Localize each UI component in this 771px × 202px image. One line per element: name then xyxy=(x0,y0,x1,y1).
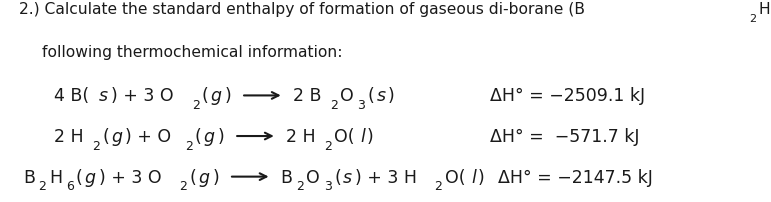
Text: (: ( xyxy=(76,168,82,186)
Text: g: g xyxy=(204,127,214,145)
Text: ): ) xyxy=(218,127,224,145)
Text: ): ) xyxy=(225,87,231,105)
Text: 2: 2 xyxy=(93,139,100,152)
Text: 2: 2 xyxy=(192,99,200,112)
Text: s: s xyxy=(343,168,352,186)
Text: 2 B: 2 B xyxy=(293,87,322,105)
Text: ΔH° = −2147.5 kJ: ΔH° = −2147.5 kJ xyxy=(498,168,652,186)
Text: (: ( xyxy=(368,87,375,105)
Text: 2: 2 xyxy=(185,139,193,152)
Text: O(: O( xyxy=(445,168,465,186)
Text: g: g xyxy=(111,127,122,145)
Text: 6: 6 xyxy=(66,180,73,193)
Text: 2: 2 xyxy=(330,99,338,112)
Text: B: B xyxy=(23,168,35,186)
Text: ): ) xyxy=(477,168,484,186)
Text: g: g xyxy=(198,168,210,186)
Text: s: s xyxy=(99,87,108,105)
Text: following thermochemical information:: following thermochemical information: xyxy=(42,45,343,60)
Text: ): ) xyxy=(367,127,374,145)
Text: ΔH° = −2509.1 kJ: ΔH° = −2509.1 kJ xyxy=(490,87,645,105)
Text: 3: 3 xyxy=(358,99,365,112)
Text: 2: 2 xyxy=(296,180,304,193)
Text: O: O xyxy=(306,168,320,186)
Text: (: ( xyxy=(195,127,202,145)
Text: (: ( xyxy=(190,168,197,186)
Text: 3: 3 xyxy=(324,180,332,193)
Text: 2: 2 xyxy=(324,139,332,152)
Text: (: ( xyxy=(202,87,209,105)
Text: ΔH° =  −571.7 kJ: ΔH° = −571.7 kJ xyxy=(490,127,639,145)
Text: 2 H: 2 H xyxy=(286,127,315,145)
Text: 2 H: 2 H xyxy=(54,127,83,145)
Text: ): ) xyxy=(213,168,220,186)
Text: ): ) xyxy=(388,87,395,105)
Text: H: H xyxy=(49,168,62,186)
Text: B: B xyxy=(281,168,293,186)
Text: ) + 3 O: ) + 3 O xyxy=(99,168,161,186)
Text: g: g xyxy=(210,87,221,105)
Text: 2.) Calculate the standard enthalpy of formation of gaseous di-borane (B: 2.) Calculate the standard enthalpy of f… xyxy=(19,2,585,17)
Text: ) + 3 H: ) + 3 H xyxy=(355,168,416,186)
Text: (: ( xyxy=(103,127,109,145)
Text: O(: O( xyxy=(335,127,355,145)
Text: ) + 3 O: ) + 3 O xyxy=(111,87,173,105)
Text: g: g xyxy=(85,168,96,186)
Text: 2: 2 xyxy=(749,14,756,24)
Text: l: l xyxy=(361,127,365,145)
Text: 2: 2 xyxy=(435,180,443,193)
Text: 2: 2 xyxy=(180,180,187,193)
Text: s: s xyxy=(376,87,386,105)
Text: l: l xyxy=(471,168,476,186)
Text: H: H xyxy=(759,2,770,17)
Text: O: O xyxy=(340,87,354,105)
Text: 4 B(: 4 B( xyxy=(54,87,89,105)
Text: ) + O: ) + O xyxy=(125,127,171,145)
Text: (: ( xyxy=(335,168,341,186)
Text: 2: 2 xyxy=(39,180,46,193)
